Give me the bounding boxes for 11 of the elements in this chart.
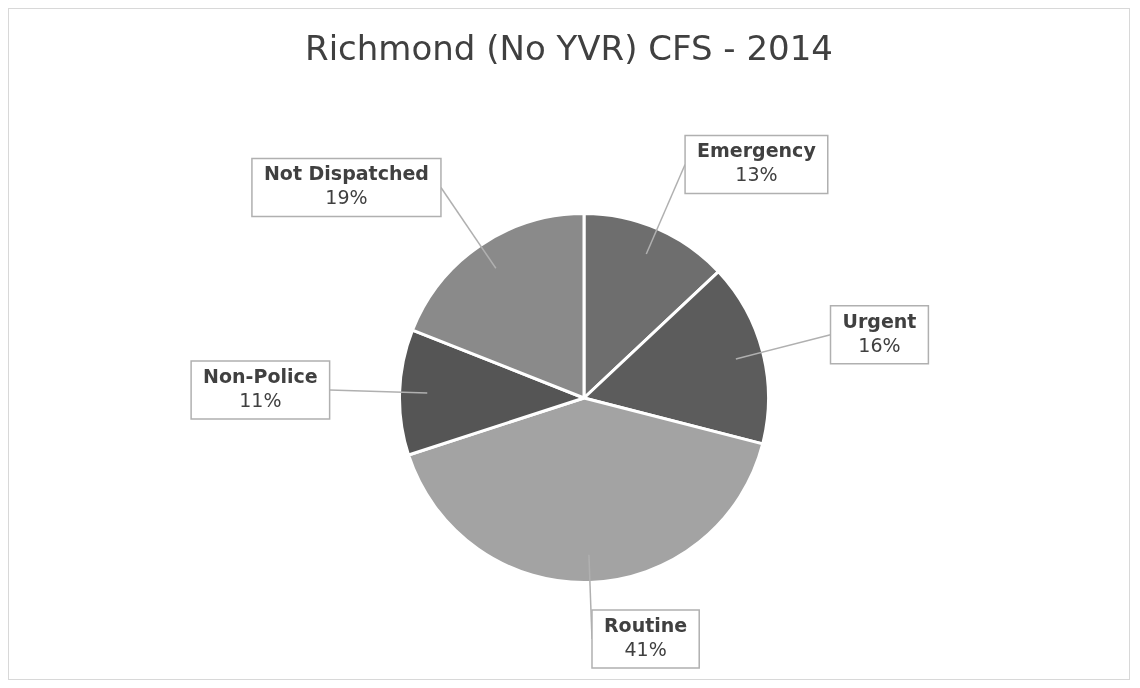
data-label: 41%	[624, 637, 667, 660]
data-label: 11%	[239, 388, 282, 411]
data-label: 13%	[735, 163, 778, 186]
data-label: 19%	[325, 186, 368, 209]
chart-title: Richmond (No YVR) CFS - 2014	[305, 27, 833, 68]
slice-label: Emergency	[697, 139, 817, 162]
slice-label: Urgent	[842, 309, 917, 332]
slice-label: Not Dispatched	[263, 162, 429, 185]
data-label: 16%	[858, 333, 901, 356]
slice-label: Routine	[603, 613, 688, 636]
slice-label: Non-Police	[203, 364, 318, 387]
